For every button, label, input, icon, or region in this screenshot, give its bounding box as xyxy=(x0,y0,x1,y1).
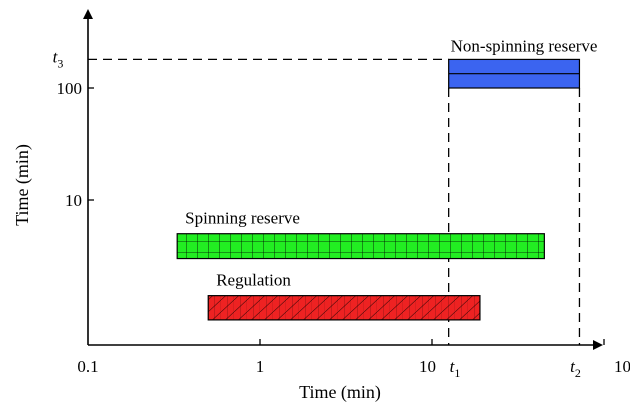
t1-label: t1 xyxy=(450,357,461,380)
y-axis-label: Time (min) xyxy=(12,144,33,226)
spinning-reserve-bar-grid xyxy=(177,233,545,259)
t2-label: t2 xyxy=(570,357,581,380)
y-tick-label: 100 xyxy=(57,79,83,98)
y-tick-label: 10 xyxy=(65,191,82,210)
spinning-reserve-label: Spinning reserve xyxy=(185,209,300,228)
t3-label: t3 xyxy=(53,47,64,70)
x-tick-label: 1 xyxy=(256,357,265,376)
regulation-bar-hatch xyxy=(208,295,480,320)
x-axis-label: Time (min) xyxy=(299,382,381,403)
non-spinning-reserve-label: Non-spinning reserve xyxy=(451,36,598,55)
x-tick-label: 100 xyxy=(614,357,630,376)
x-tick-label: 10 xyxy=(419,357,436,376)
bars: Non-spinning reserve Spinning reserve Regu… xyxy=(176,36,598,321)
axis-ticks: 0.1 1 10 100 10 100 t1 t2 t3 xyxy=(53,47,630,380)
x-tick-label: 0.1 xyxy=(77,357,98,376)
regulation-label: Regulation xyxy=(216,271,291,290)
